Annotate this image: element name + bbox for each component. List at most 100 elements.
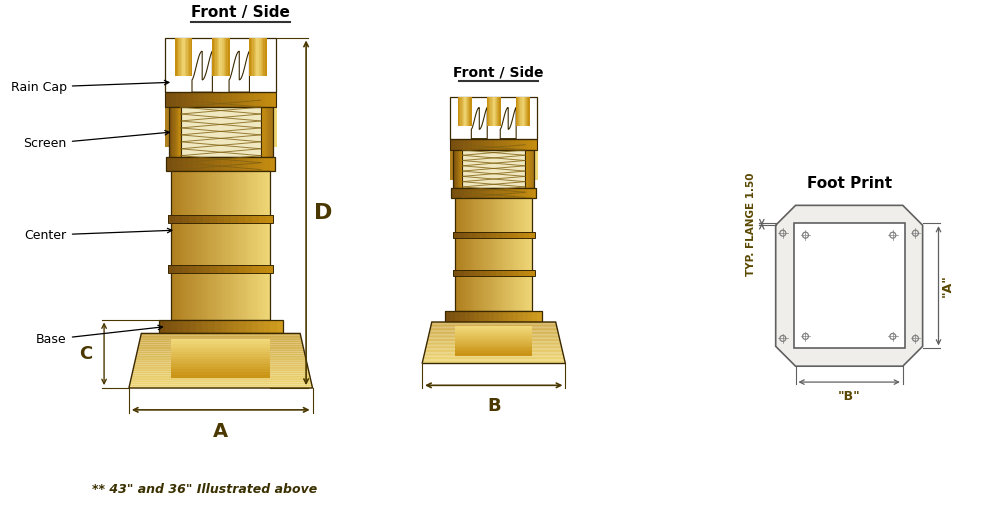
Bar — [490, 97, 491, 126]
Bar — [211, 215, 218, 223]
Bar — [254, 92, 260, 107]
Text: D: D — [314, 203, 333, 223]
Bar — [252, 265, 260, 273]
Bar — [465, 311, 470, 322]
Bar — [459, 198, 462, 311]
Bar — [262, 37, 264, 76]
Bar — [231, 215, 239, 223]
Bar — [524, 139, 529, 150]
Bar — [520, 139, 522, 180]
Bar — [199, 92, 205, 107]
Bar — [243, 157, 249, 171]
Bar — [496, 139, 499, 180]
Bar — [454, 150, 456, 188]
Bar — [258, 37, 260, 76]
Bar — [460, 150, 461, 188]
Bar — [528, 97, 529, 126]
Bar — [519, 198, 521, 311]
Bar — [490, 139, 492, 180]
Bar — [498, 97, 500, 126]
Bar — [245, 265, 253, 273]
Bar — [455, 328, 532, 331]
Bar — [451, 97, 537, 139]
Bar — [261, 107, 273, 157]
Polygon shape — [137, 348, 303, 350]
Bar — [243, 171, 246, 319]
Bar — [171, 339, 270, 342]
Bar — [259, 157, 265, 171]
Bar — [171, 352, 270, 355]
Bar — [224, 37, 226, 76]
Bar — [519, 97, 521, 126]
Bar — [488, 97, 490, 126]
Bar — [528, 139, 533, 150]
Bar — [166, 157, 172, 171]
Bar — [215, 319, 221, 333]
Bar — [530, 198, 533, 311]
Bar — [176, 171, 179, 319]
Bar — [168, 92, 171, 147]
Bar — [171, 349, 270, 352]
Polygon shape — [426, 344, 561, 345]
Bar — [535, 139, 537, 180]
Bar — [498, 198, 500, 311]
Bar — [246, 319, 252, 333]
Bar — [521, 97, 523, 126]
Bar — [168, 265, 273, 273]
Bar — [256, 37, 258, 76]
Bar — [475, 232, 481, 238]
Bar — [511, 198, 514, 311]
Bar — [464, 139, 466, 180]
Bar — [204, 92, 208, 147]
Bar — [249, 37, 251, 76]
Bar — [268, 92, 271, 147]
Bar — [459, 232, 465, 238]
Bar — [481, 188, 486, 198]
Bar — [267, 107, 268, 157]
Bar — [455, 198, 458, 311]
Bar — [507, 198, 510, 311]
Bar — [507, 232, 513, 238]
Bar — [455, 342, 532, 344]
Bar — [515, 139, 518, 180]
Bar — [191, 92, 194, 147]
Bar — [223, 171, 226, 319]
Bar — [451, 139, 453, 180]
Bar — [461, 97, 462, 126]
Polygon shape — [430, 328, 557, 329]
Bar — [238, 92, 241, 147]
Bar — [253, 157, 259, 171]
Bar — [194, 171, 197, 319]
Bar — [523, 198, 525, 311]
Bar — [215, 92, 219, 147]
Bar — [170, 92, 176, 107]
Bar — [518, 270, 524, 276]
Bar — [199, 157, 205, 171]
Polygon shape — [422, 362, 565, 363]
Polygon shape — [140, 335, 301, 337]
Bar — [524, 270, 530, 276]
Bar — [170, 92, 174, 147]
Bar — [171, 367, 270, 370]
Polygon shape — [424, 354, 563, 355]
Bar — [480, 232, 486, 238]
Bar — [222, 37, 224, 76]
Bar — [486, 270, 492, 276]
Bar — [199, 92, 202, 147]
Bar — [260, 92, 266, 107]
Polygon shape — [129, 386, 312, 388]
Bar — [484, 198, 487, 311]
Polygon shape — [428, 334, 558, 336]
Bar — [490, 188, 494, 198]
Bar — [196, 171, 199, 319]
Bar — [537, 311, 542, 322]
Bar — [487, 139, 490, 180]
Bar — [463, 150, 525, 188]
Bar — [190, 319, 197, 333]
Bar — [232, 92, 235, 147]
Bar — [265, 171, 268, 319]
Bar — [217, 215, 225, 223]
Bar — [479, 139, 481, 180]
Bar — [491, 270, 497, 276]
Polygon shape — [429, 330, 558, 332]
